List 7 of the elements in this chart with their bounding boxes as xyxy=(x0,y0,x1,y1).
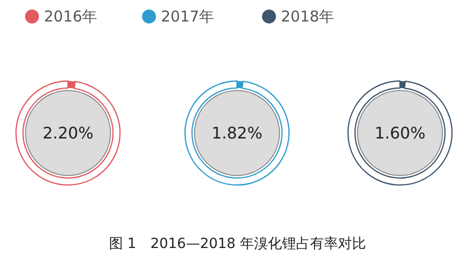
legend-label: 2017年 xyxy=(161,8,214,26)
text: 1.82% xyxy=(212,124,262,142)
text: 图 1 2016—2018 年溴化锂占有率对比 xyxy=(108,236,366,252)
legend-label: 2016年 xyxy=(44,8,98,26)
text: 2.20% xyxy=(42,124,94,142)
legend-label: 2018年 xyxy=(281,8,334,26)
text: 1.60% xyxy=(374,124,426,142)
